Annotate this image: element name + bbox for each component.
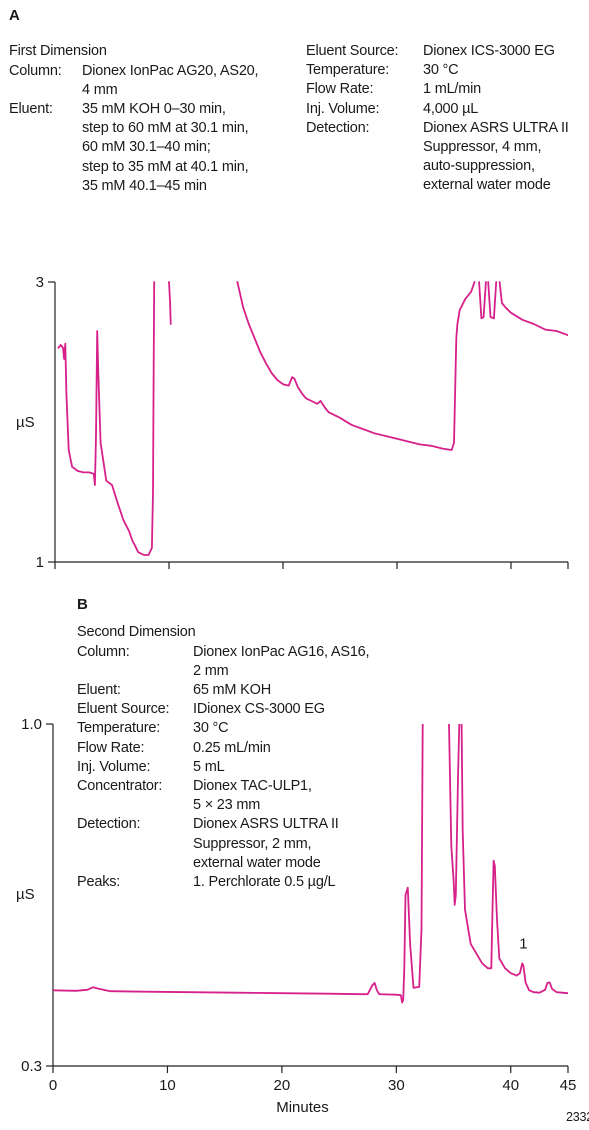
panel-a-title: First Dimension: [9, 43, 107, 59]
condition-value: 65 mM KOH: [193, 681, 271, 698]
condition-label: Temperature:: [306, 62, 390, 79]
chromatogram-trace: [487, 281, 498, 320]
condition-value: 1. Perchlorate 0.5 µg/L: [193, 873, 336, 890]
condition-label: Temperature:: [77, 720, 161, 737]
condition-label: Inj. Volume:: [77, 758, 151, 775]
chromatogram-trace: [498, 281, 568, 337]
chromatogram-trace: [448, 724, 461, 906]
x-tick-label: 30: [388, 1077, 405, 1094]
panel-a-letter: A: [9, 7, 20, 24]
y-axis-label: µS: [16, 414, 35, 431]
condition-value: 4 mm: [82, 81, 118, 98]
chart-panel-a: 1 3 µS: [16, 274, 569, 571]
condition-value: 35 mM 40.1–45 min: [82, 177, 207, 194]
condition-value: auto-suppression,: [423, 158, 535, 175]
chromatogram-trace: [236, 281, 476, 451]
chromatogram-trace: [53, 724, 424, 1004]
condition-value: Dionex ASRS ULTRA II: [423, 119, 569, 136]
condition-label: Concentrator:: [77, 777, 163, 794]
condition-label: Eluent Source:: [77, 701, 170, 718]
condition-label: Detection:: [77, 816, 141, 833]
x-tick-label: 40: [502, 1077, 519, 1094]
condition-value: Dionex ICS-3000 EG: [423, 43, 555, 59]
panel-b-letter: B: [77, 596, 88, 613]
y-axis-label: µS: [16, 886, 35, 903]
condition-label: Column:: [77, 643, 130, 660]
condition-value: Dionex TAC-ULP1,: [193, 777, 312, 794]
x-tick-label: 0: [49, 1077, 57, 1094]
condition-label: Column:: [9, 62, 62, 79]
chromatogram-trace: [168, 281, 172, 325]
condition-value: external water mode: [423, 177, 551, 194]
x-axis-label: Minutes: [276, 1099, 329, 1116]
condition-label: Eluent Source:: [306, 43, 399, 59]
condition-label: Flow Rate:: [306, 81, 374, 98]
condition-value: 0.25 mL/min: [193, 739, 271, 756]
y-tick-label: 3: [36, 274, 44, 291]
condition-value: 4,000 µL: [423, 100, 479, 117]
condition-value: 35 mM KOH 0–30 min,: [82, 100, 226, 117]
condition-label: Inj. Volume:: [306, 100, 380, 117]
condition-label: Flow Rate:: [77, 739, 145, 756]
panel-b-title: Second Dimension: [77, 624, 196, 640]
condition-value: Dionex ASRS ULTRA II: [193, 816, 339, 833]
chromatogram-trace: [57, 281, 156, 556]
condition-value: Dionex IonPac AG20, AS20,: [82, 62, 259, 79]
condition-value: 5 mL: [193, 758, 225, 775]
condition-value: 1 mL/min: [423, 81, 482, 98]
y-tick-label: 1: [36, 554, 44, 571]
condition-value: Suppressor, 4 mm,: [423, 139, 542, 155]
chart-panel-b: 0.3 1.0 0 10 20 30 40 45 µS Minutes 1: [16, 716, 576, 1116]
condition-value: IDionex CS-3000 EG: [193, 701, 325, 718]
y-tick-label: 1.0: [21, 716, 42, 733]
x-tick-label: 20: [274, 1077, 291, 1094]
condition-label: Detection:: [306, 119, 370, 136]
condition-value: step to 35 mM at 40.1 min,: [82, 158, 249, 175]
chromatogram-trace: [478, 281, 487, 320]
condition-value: Dionex IonPac AG16, AS16,: [193, 643, 370, 660]
condition-value: 30 °C: [193, 720, 229, 737]
chromatogram-trace: [460, 724, 568, 995]
x-tick-label: 45: [560, 1077, 577, 1094]
condition-value: 60 mM 30.1–40 min;: [82, 139, 211, 156]
condition-label: Eluent:: [9, 100, 53, 117]
condition-label: Peaks:: [77, 873, 121, 890]
condition-label: Eluent:: [77, 681, 121, 698]
condition-value: external water mode: [193, 854, 321, 871]
condition-value: 2 mm: [193, 662, 229, 679]
peak-label: 1: [519, 936, 527, 953]
y-tick-label: 0.3: [21, 1058, 42, 1075]
condition-value: 5 × 23 mm: [193, 797, 261, 814]
condition-value: step to 60 mM at 30.1 min,: [82, 120, 249, 137]
condition-value: Suppressor, 2 mm,: [193, 835, 312, 852]
condition-value: 30 °C: [423, 62, 459, 79]
figure-id: 23320: [566, 1110, 589, 1124]
x-tick-label: 10: [159, 1077, 176, 1094]
